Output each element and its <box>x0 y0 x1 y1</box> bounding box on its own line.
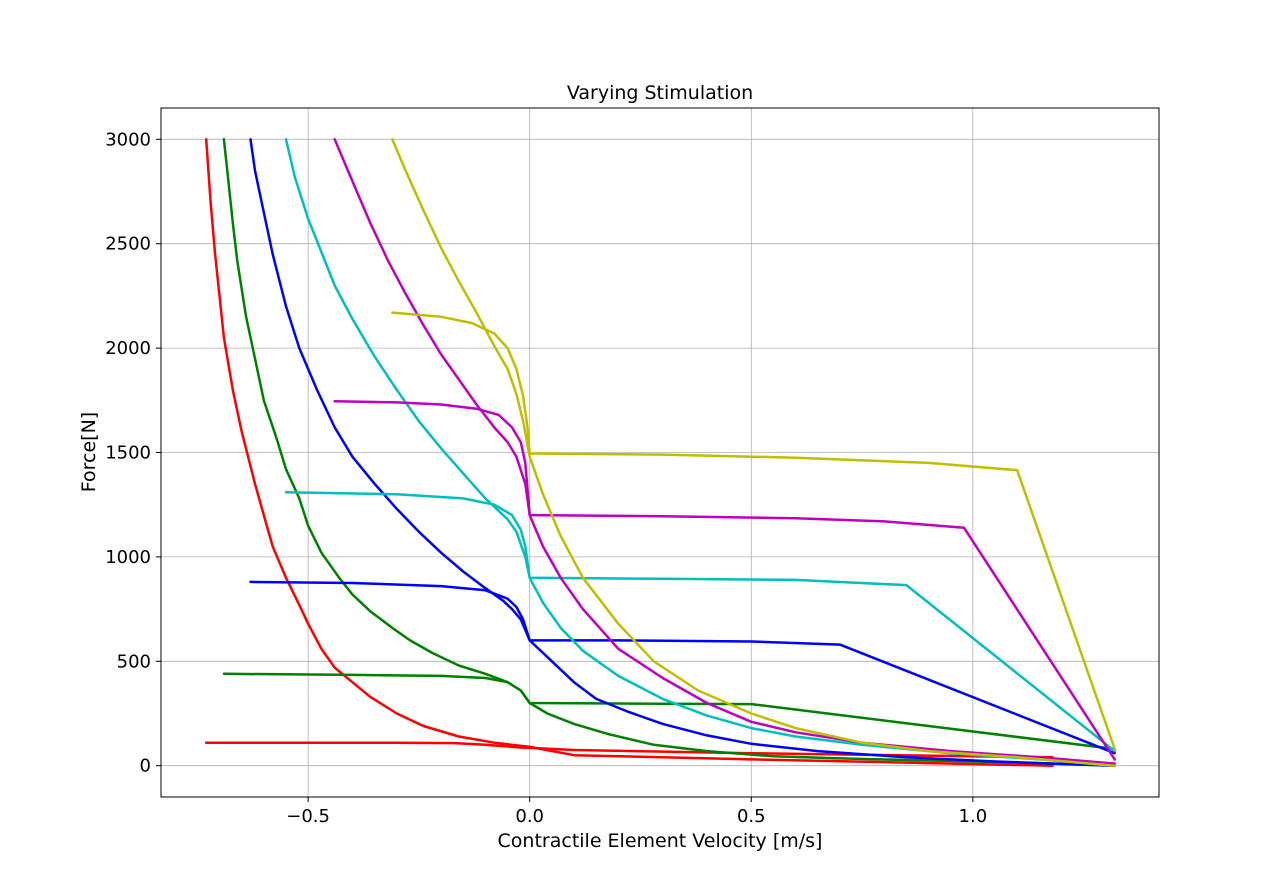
y-tick-label: 0 <box>140 756 151 777</box>
series-line-6 <box>284 138 1116 767</box>
series-line-1 <box>204 741 1054 759</box>
series-line-5 <box>249 580 1116 755</box>
x-tick-label: 1.0 <box>959 806 988 827</box>
series-line-3 <box>222 672 1116 751</box>
chart-title: Varying Stimulation <box>567 82 753 104</box>
x-tick-label: −0.5 <box>286 806 330 827</box>
series-line-4 <box>249 138 1116 767</box>
y-axis-label: Force[N] <box>78 412 100 492</box>
x-tick-label: 0.0 <box>515 806 544 827</box>
series-line-2 <box>222 138 1116 767</box>
y-axis: 0 500 1000 1500 2000 2500 3000 <box>105 129 161 777</box>
series-line-0 <box>204 138 1054 767</box>
series-line-9 <box>333 400 1116 761</box>
series-group <box>204 138 1116 767</box>
y-tick-label: 2000 <box>105 338 151 359</box>
x-axis: −0.5 0.0 0.5 1.0 <box>286 797 987 827</box>
x-axis-label: Contractile Element Velocity [m/s] <box>498 830 823 852</box>
y-tick-label: 500 <box>117 651 151 672</box>
y-tick-label: 3000 <box>105 129 151 150</box>
series-line-7 <box>284 490 1116 753</box>
x-tick-label: 0.5 <box>737 806 766 827</box>
series-line-10 <box>391 138 1116 767</box>
series-line-11 <box>391 311 1116 751</box>
y-tick-label: 1000 <box>105 547 151 568</box>
y-tick-label: 2500 <box>105 234 151 255</box>
y-tick-label: 1500 <box>105 443 151 464</box>
